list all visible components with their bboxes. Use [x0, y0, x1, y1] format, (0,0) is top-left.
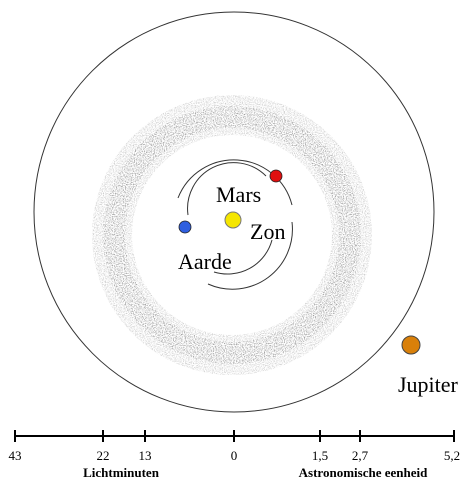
- scale-tick-label: 43: [9, 448, 22, 463]
- scale-caption-right: Astronomische eenheid: [299, 465, 428, 480]
- scale-tick-label: 5,2: [444, 448, 460, 463]
- mars-orbit-lower: [207, 221, 293, 290]
- scale-tick-label: 22: [97, 448, 110, 463]
- jupiter-orbit: [33, 11, 435, 413]
- earth-label: Aarde: [178, 249, 232, 274]
- scale-bar: [14, 430, 455, 442]
- scale-tick-label: 1,5: [312, 448, 328, 463]
- asteroid-belt: [92, 95, 372, 375]
- sun: [224, 211, 242, 229]
- scale-caption-left: Lichtminuten: [83, 465, 160, 480]
- scale-tick-label: 2,7: [352, 448, 369, 463]
- earth-orbit: [187, 162, 267, 216]
- earth-orbit-lower: [213, 239, 273, 275]
- scale-tick-label: 0: [231, 448, 238, 463]
- scale-tick-label: 13: [139, 448, 152, 463]
- mars: [269, 169, 283, 183]
- earth: [178, 220, 192, 234]
- sun-label: Zon: [250, 219, 285, 244]
- mars-orbit: [177, 159, 293, 206]
- mars-label: Mars: [216, 182, 261, 207]
- jupiter-label: Jupiter: [398, 372, 459, 397]
- jupiter: [401, 335, 421, 355]
